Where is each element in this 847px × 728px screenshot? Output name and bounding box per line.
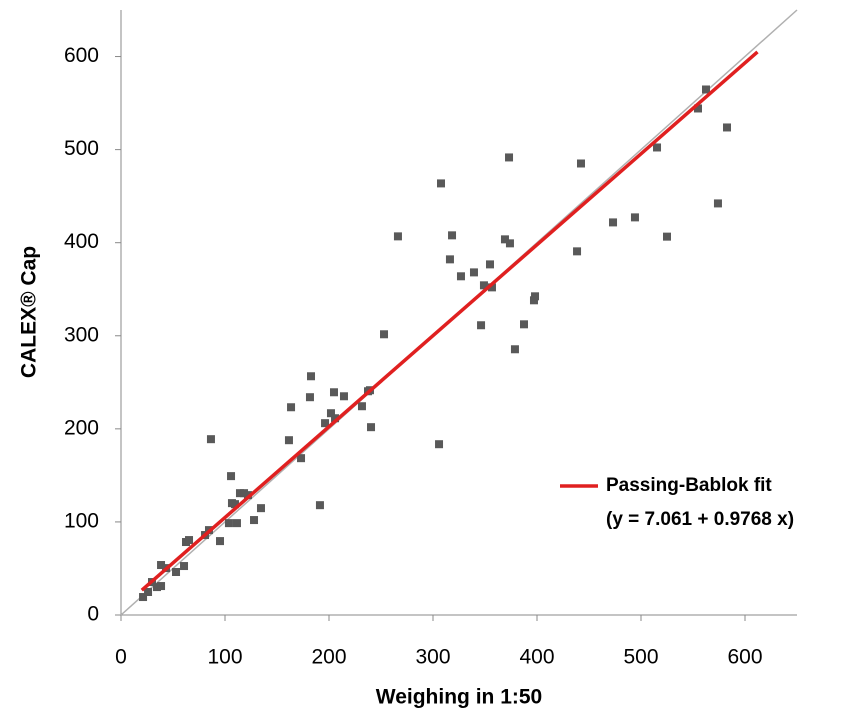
point xyxy=(435,440,444,449)
point xyxy=(529,296,538,305)
point xyxy=(653,143,662,152)
point xyxy=(339,392,348,401)
point xyxy=(630,213,639,222)
point xyxy=(227,472,236,481)
y-tick-label: 600 xyxy=(64,44,99,67)
legend-label: Passing-Bablok fit xyxy=(606,475,772,496)
point xyxy=(180,562,189,571)
y-tick-label: 0 xyxy=(87,603,99,626)
point xyxy=(693,104,702,113)
point xyxy=(485,260,494,269)
point xyxy=(230,500,239,509)
point xyxy=(510,345,519,354)
point xyxy=(172,567,181,576)
point xyxy=(479,281,488,290)
y-tick-label: 500 xyxy=(64,137,99,160)
point xyxy=(315,501,324,510)
point xyxy=(256,504,265,513)
y-tick-label: 400 xyxy=(64,230,99,253)
point xyxy=(139,593,148,602)
point xyxy=(477,321,486,330)
point xyxy=(287,403,296,412)
point xyxy=(487,283,496,292)
point xyxy=(448,231,457,240)
point xyxy=(609,218,618,227)
x-tick-label: 200 xyxy=(311,646,346,669)
point xyxy=(321,419,330,428)
point xyxy=(500,235,509,244)
point xyxy=(393,232,402,241)
point xyxy=(456,272,465,281)
point xyxy=(505,239,514,248)
point xyxy=(152,583,161,592)
point xyxy=(185,536,194,545)
point xyxy=(367,423,376,432)
point xyxy=(157,561,166,570)
point xyxy=(713,199,722,208)
point xyxy=(576,159,585,168)
y-tick-label: 200 xyxy=(64,416,99,439)
point xyxy=(702,85,710,94)
point xyxy=(224,519,233,528)
point xyxy=(326,409,335,418)
x-tick-label: 0 xyxy=(115,646,127,669)
y-axis-title: CALEX® Cap xyxy=(18,246,41,378)
y-tick-label: 100 xyxy=(64,509,99,532)
point xyxy=(331,414,340,423)
y-tick-label: 300 xyxy=(64,323,99,346)
x-tick-label: 100 xyxy=(207,646,242,669)
point xyxy=(505,153,514,162)
point xyxy=(235,489,244,498)
point xyxy=(157,582,166,591)
point xyxy=(307,372,316,381)
point xyxy=(329,388,338,397)
point xyxy=(284,436,293,445)
point xyxy=(469,268,478,277)
point xyxy=(437,179,446,188)
x-tick-label: 600 xyxy=(727,646,762,669)
point xyxy=(380,330,389,339)
point xyxy=(232,519,241,528)
point xyxy=(520,320,528,329)
point xyxy=(573,247,582,256)
point xyxy=(144,588,153,597)
point xyxy=(216,537,225,546)
legend-equation: (y = 7.061 + 0.9768 x) xyxy=(606,509,794,530)
point xyxy=(206,435,215,444)
x-axis-title: Weighing in 1:50 xyxy=(376,686,542,709)
fit-line xyxy=(140,50,759,592)
point xyxy=(723,123,732,132)
x-tick-label: 300 xyxy=(415,646,450,669)
point xyxy=(250,516,259,525)
point xyxy=(663,232,671,241)
point xyxy=(445,255,454,264)
x-tick-label: 500 xyxy=(623,646,658,669)
x-tick-label: 400 xyxy=(519,646,554,669)
point xyxy=(297,454,306,463)
point xyxy=(305,393,314,402)
point xyxy=(357,402,366,411)
point xyxy=(531,292,540,301)
